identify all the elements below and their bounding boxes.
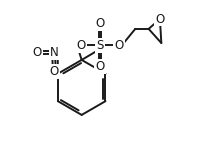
Text: O: O (155, 13, 165, 26)
Text: O: O (33, 46, 42, 59)
Text: O: O (50, 65, 59, 78)
Text: O: O (95, 17, 105, 30)
Text: O: O (114, 39, 124, 52)
Text: O: O (95, 60, 105, 73)
Text: O: O (76, 39, 86, 52)
Text: S: S (96, 39, 104, 52)
Text: N: N (50, 46, 59, 59)
